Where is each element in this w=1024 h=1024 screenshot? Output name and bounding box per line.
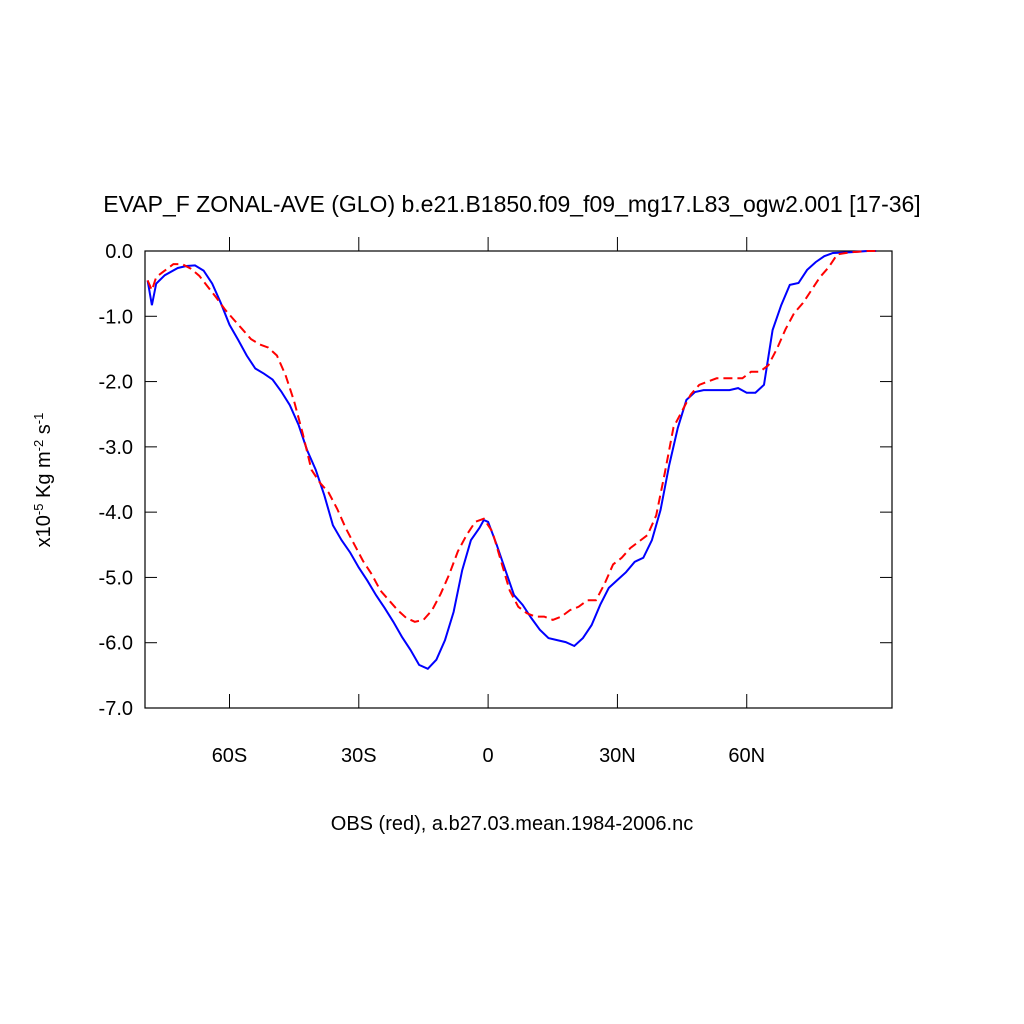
x-tick-label: 30N [599,745,636,767]
y-tick-label: -2.0 [99,372,133,394]
x-tick-label: 60N [728,745,765,767]
series-line [146,250,877,671]
y-tick-label: -5.0 [99,567,133,589]
x-tick-label: 60S [212,745,248,767]
plot-frame [144,250,893,709]
chart-title: EVAP_F ZONAL-AVE (GLO) b.e21.B1850.f09_f… [103,191,920,217]
annotation: OBS (red), a.b27.03.mean.1984-2006.nc [331,813,693,835]
y-axis-label-exponent: -5 [31,504,46,516]
y-axis-label-text: x10 [33,515,55,547]
y-axis-label-text: s [33,424,55,440]
y-tick-label: -7.0 [99,698,133,720]
y-tick-label: 0.0 [105,241,133,263]
x-tick-label: 30S [341,745,377,767]
y-tick-label: -1.0 [99,306,133,328]
y-axis-label-text: Kg m [33,451,55,503]
y-tick-label: -6.0 [99,633,133,655]
y-tick-label: -4.0 [99,502,133,524]
y-axis-label: x10-5 Kg m-2 s-1 [31,413,56,548]
y-axis-label-exponent: -1 [31,413,46,425]
x-tick-label: 0 [483,745,494,767]
y-axis-label-exponent: -2 [31,440,46,452]
series-line [146,250,877,623]
y-tick-label: -3.0 [99,437,133,459]
